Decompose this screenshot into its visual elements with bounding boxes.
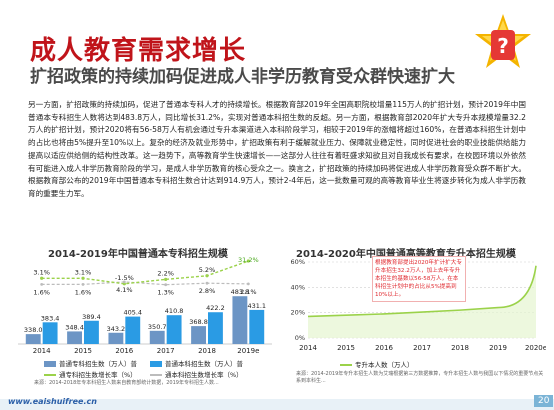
bar-undergrad (84, 320, 99, 344)
growth-label-specialty: 5.2% (199, 266, 216, 274)
x-tick-label: 2020e (525, 344, 546, 352)
bar-label-undergrad: 431.1 (247, 302, 266, 310)
point-undergrad-growth (246, 282, 250, 286)
point-undergrad-growth (164, 283, 168, 287)
x-tick-label: 2019e (237, 347, 259, 354)
right-chart-callout: 根据教育部提出2020年扩计扩大专升本招生32.2万人，加上去年专升本招生的基数… (372, 256, 466, 302)
x-tick-label: 2014 (33, 347, 51, 354)
page-number: 20 (534, 395, 554, 407)
svg-text:?: ? (497, 34, 509, 58)
line-specialty-growth (41, 260, 249, 285)
point-specialty-growth (246, 259, 250, 263)
right-chart: 60% 40% 20% 0% 2014 2015 2016 2017 2018 2019 2020e (291, 258, 546, 352)
growth-label-undergrad: 1.6% (75, 288, 92, 296)
bar-specialty (67, 331, 82, 344)
bar-specialty (232, 296, 248, 344)
legend-undergrad-growth: 通本科招生数增长率（%） (150, 369, 243, 379)
x-tick-label: 2019 (489, 344, 507, 352)
bar-label-specialty: 368.8 (189, 318, 208, 326)
body-paragraph: 另一方面，扩招政策的持续加码，促进了普通本专科人才的持续增长。根据教育部2019… (28, 100, 526, 198)
point-undergrad-growth (81, 283, 85, 286)
bar-label-specialty: 338.0 (24, 326, 43, 334)
left-chart: 338.0 383.4 2014 348.4 389.4 2015 343.2 405.4 20… (18, 256, 272, 354)
area-transfer (308, 265, 536, 338)
y-tick-label: 60% (291, 258, 305, 266)
bar-label-specialty: 350.7 (148, 323, 167, 331)
point-specialty-growth (40, 276, 44, 280)
y-tick-label: 0% (295, 334, 305, 342)
bar-specialty (149, 330, 165, 344)
bar-label-specialty: 348.4 (65, 323, 84, 331)
page-title: 成人教育需求增长 (30, 36, 247, 66)
y-tick-label: 40% (291, 283, 305, 291)
legend-specialty-count: 普通专科招生数（万人）普 (44, 358, 137, 368)
bar-label-undergrad: 422.2 (206, 304, 225, 312)
page-subtitle: 扩招政策的持续加码促进成人非学历教育受众群快速扩大 (30, 67, 455, 87)
bar-label-undergrad: 383.4 (41, 314, 60, 322)
x-tick-label: 2015 (74, 347, 92, 354)
growth-label-undergrad: 2.8% (199, 287, 216, 295)
x-tick-label: 2018 (198, 347, 216, 354)
growth-label-undergrad: 1.6% (33, 288, 50, 296)
right-chart-title: 2014-2020年中国普通高等教育专升本招生规模 (296, 249, 516, 260)
legend-undergrad-count: 普通本科招生数（万人）普 (150, 358, 243, 368)
bar-specialty (191, 326, 206, 344)
x-tick-label: 2016 (375, 344, 393, 352)
logo-icon: ? (475, 14, 531, 68)
point-specialty-growth (164, 277, 168, 281)
x-tick-label: 2014 (299, 344, 317, 352)
growth-label-specialty: 2.2% (157, 269, 174, 277)
left-chart-title: 2014-2019年中国普通本专科招生规模 (48, 249, 228, 260)
point-undergrad-growth (122, 280, 126, 284)
point-specialty-growth (205, 274, 209, 278)
right-chart-source: 来源：2014-2019年专升本招生人数为艾瑞根据第三方数据推算，专升本招生人数… (296, 371, 544, 384)
bar-label-undergrad: 410.8 (165, 307, 184, 315)
point-undergrad-growth (40, 283, 44, 286)
growth-label-specialty: -1.5% (115, 274, 134, 282)
bar-label-specialty: 343.2 (107, 325, 126, 333)
growth-label-undergrad: 2.1% (240, 288, 257, 296)
bar-label-specialty: 483.8 (231, 288, 250, 296)
growth-label-undergrad: 4.1% (116, 286, 133, 294)
legend-specialty-growth: 通专科招生数增长率（%） (44, 369, 137, 379)
site-url: www.eaishuifree.cn (8, 397, 97, 406)
point-undergrad-growth (205, 281, 209, 285)
x-tick-label: 2017 (157, 347, 175, 354)
y-tick-label: 20% (291, 309, 305, 317)
x-tick-label: 2017 (413, 344, 431, 352)
bar-undergrad (125, 316, 141, 344)
bar-label-undergrad: 389.4 (82, 313, 101, 321)
bar-undergrad (166, 315, 182, 344)
left-chart-source: 来源：2014-2018年专本科招生人数来自教育部统计数据，2019年专科招生人… (34, 380, 219, 386)
line-transfer (307, 265, 537, 318)
legend-transfer-count: 专升本人数（万人） (340, 359, 414, 369)
bar-label-undergrad: 405.4 (123, 309, 142, 317)
growth-label-undergrad: 1.3% (157, 289, 174, 297)
x-tick-label: 2018 (451, 344, 469, 352)
bar-undergrad (208, 312, 223, 344)
bar-undergrad (249, 309, 265, 344)
bar-specialty (108, 332, 124, 344)
x-tick-label: 2015 (337, 344, 355, 352)
footer-stripe (0, 399, 554, 410)
x-tick-label: 2016 (115, 347, 133, 354)
point-specialty-growth (81, 276, 85, 280)
line-undergrad-growth (41, 281, 249, 286)
growth-label-specialty: 3.1% (33, 268, 50, 276)
growth-label-specialty: 31.2% (238, 256, 259, 264)
growth-label-specialty: 3.1% (75, 268, 92, 276)
bar-undergrad (42, 322, 58, 344)
bar-specialty (25, 334, 41, 344)
